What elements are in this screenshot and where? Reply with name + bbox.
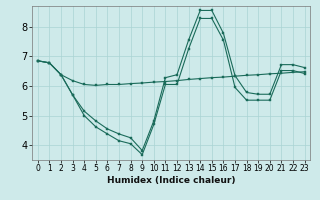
- X-axis label: Humidex (Indice chaleur): Humidex (Indice chaleur): [107, 176, 236, 185]
